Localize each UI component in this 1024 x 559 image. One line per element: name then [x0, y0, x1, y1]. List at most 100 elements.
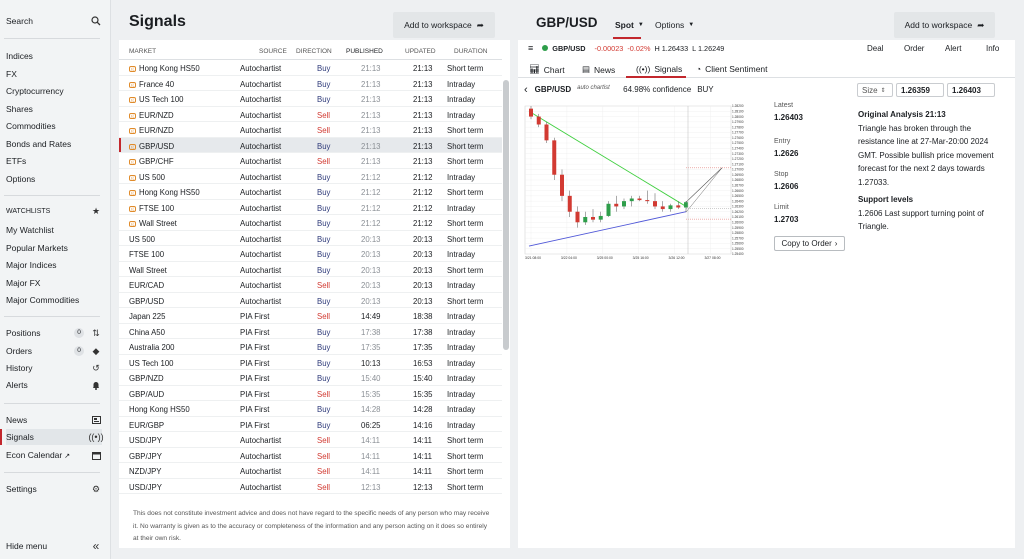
table-row[interactable]: ((EUR/NZD Autochartist Sell 21:13 21:13 Intra…: [119, 107, 502, 122]
table-row[interactable]: GBP/AUD PIA First Sell 15:35 15:35 Intraday: [119, 386, 502, 401]
tab-signals-label: Signals: [654, 64, 683, 74]
table-row[interactable]: US Tech 100 PIA First Buy 10:13 16:53 Intrada…: [119, 355, 502, 370]
tab-chart[interactable]: 📊︎ Chart: [529, 64, 565, 75]
watchlist-my-watchlist-label: My Watchlist: [6, 225, 54, 235]
tab-news[interactable]: ▤ News: [582, 64, 615, 75]
alert-button[interactable]: Alert: [945, 44, 962, 53]
tab-signals[interactable]: ((•)) Signals: [636, 64, 682, 74]
sidebar-item-cryptocurrency[interactable]: Cryptocurrency: [6, 83, 102, 99]
sidebar-item-signals[interactable]: Signals ((•)): [0, 429, 104, 445]
sidebar-item-alerts[interactable]: Alerts: [6, 377, 102, 393]
table-row[interactable]: Japan 225 PIA First Sell 14:49 18:38 Intraday: [119, 308, 502, 324]
watchlist-major-fx[interactable]: Major FX: [6, 275, 102, 291]
sidebar-item-settings[interactable]: Settings ⚙: [6, 481, 102, 497]
search-icon: [90, 16, 102, 26]
sidebar-item-history[interactable]: History ↺: [6, 360, 102, 376]
table-row[interactable]: EUR/GBP PIA First Buy 06:25 14:16 Intraday: [119, 417, 502, 432]
positions-label: Positions: [6, 328, 41, 338]
table-row[interactable]: China A50 PIA First Buy 17:38 17:38 Intraday: [119, 324, 502, 339]
size-input[interactable]: Size ⇕: [857, 83, 893, 97]
table-row[interactable]: Wall Street Autochartist Buy 20:13 20:13 Shor…: [119, 262, 502, 277]
sidebar-item-orders[interactable]: Orders 0 ◆: [6, 343, 102, 359]
table-row[interactable]: Hong Kong HS50 PIA First Buy 14:28 14:28 Intr…: [119, 401, 502, 417]
cell-updated-text: 20:13: [413, 296, 433, 306]
table-row[interactable]: US 500 Autochartist Buy 20:13 20:13 Short ter…: [119, 231, 502, 246]
deal-button[interactable]: Deal: [867, 44, 884, 53]
order-button[interactable]: Order: [904, 44, 925, 53]
cell-published: 14:49: [361, 312, 381, 321]
cell-updated: 14:11: [413, 452, 432, 461]
table-row[interactable]: ((FTSE 100 Autochartist Buy 21:12 21:12 Intra…: [119, 200, 502, 215]
search-button[interactable]: Search: [6, 13, 102, 29]
table-row[interactable]: GBP/NZD PIA First Buy 15:40 15:40 Intraday: [119, 370, 502, 386]
col-updated[interactable]: UPDATED: [405, 48, 436, 55]
sidebar-item-commodities[interactable]: Commodities: [6, 118, 102, 134]
sidebar-item-bonds-and-rates[interactable]: Bonds and Rates: [6, 136, 102, 152]
cell-direction-text: Buy: [317, 188, 331, 197]
table-row[interactable]: EUR/CAD Autochartist Sell 20:13 20:13 Intrada…: [119, 277, 502, 293]
options-dropdown[interactable]: Options ▼: [655, 20, 694, 30]
col-market[interactable]: MARKET: [129, 48, 157, 55]
star-icon[interactable]: ★: [91, 205, 101, 216]
sidebar-item-fx[interactable]: FX: [6, 66, 102, 82]
sidebar-item-positions[interactable]: Positions 0 ⇅: [6, 325, 102, 341]
table-row[interactable]: USD/JPY Autochartist Sell 12:13 12:13 Short t…: [119, 479, 502, 494]
table-row[interactable]: Australia 200 PIA First Buy 17:35 17:35 Intra…: [119, 339, 502, 355]
col-source[interactable]: SOURCE: [259, 48, 287, 55]
sidebar-item-shares[interactable]: Shares: [6, 101, 102, 117]
watchlist-major-commodities[interactable]: Major Commodities: [6, 292, 102, 308]
cell-direction: Sell: [317, 452, 330, 461]
cell-duration: Intraday: [447, 111, 475, 120]
table-row[interactable]: USD/JPY Autochartist Sell 14:11 14:11 Short t…: [119, 432, 502, 448]
col-direction[interactable]: DIRECTION: [296, 48, 332, 55]
sidebar-item-news[interactable]: News: [6, 412, 102, 428]
tab-news-label: News: [594, 64, 616, 75]
watchlist-major-indices[interactable]: Major Indices: [6, 257, 102, 273]
table-row[interactable]: ((US Tech 100 Autochartist Buy 21:13 21:13 In…: [119, 91, 502, 107]
info-button[interactable]: Info: [986, 44, 1000, 53]
table-row[interactable]: ((EUR/NZD Autochartist Sell 21:13 21:13 Short…: [119, 122, 502, 138]
cell-market: EUR/CAD: [129, 281, 164, 290]
table-row[interactable]: ((US 500 Autochartist Buy 21:12 21:12 Intrada…: [119, 169, 502, 184]
sidebar-item-etfs[interactable]: ETFs: [6, 153, 102, 169]
copy-to-order-button[interactable]: Copy to Order ›: [774, 236, 845, 251]
col-duration[interactable]: DURATION: [454, 48, 488, 55]
cell-updated-text: 21:13: [413, 64, 433, 73]
table-row[interactable]: ((Hong Kong HS50 Autochartist Buy 21:12 21:1…: [119, 184, 502, 200]
cell-duration: Short term: [447, 219, 483, 228]
table-row[interactable]: ((GBP/USD Autochartist Buy 21:13 21:13 Short …: [119, 137, 502, 153]
table-row[interactable]: ((Hong Kong HS50 Autochartist Buy 21:13 21:1…: [119, 60, 502, 76]
watchlist-my-watchlist[interactable]: My Watchlist: [6, 222, 102, 238]
table-row[interactable]: NZD/JPY Autochartist Sell 14:11 14:11 Short t…: [119, 463, 502, 479]
sidebar-item-indices[interactable]: Indices: [6, 48, 102, 64]
table-row[interactable]: ((France 40 Autochartist Buy 21:13 21:13 Intr…: [119, 76, 502, 91]
table-row[interactable]: ((GBP/CHF Autochartist Sell 21:13 21:13 Short…: [119, 153, 502, 169]
table-row[interactable]: GBP/JPY Autochartist Sell 14:11 14:11 Short t…: [119, 448, 502, 463]
detail-add-to-workspace-button[interactable]: Add to workspace ➦: [894, 12, 995, 38]
hamburger-icon[interactable]: ≡: [528, 43, 534, 53]
tab-client-sentiment[interactable]: ◔ Client Sentiment: [696, 64, 768, 74]
cell-duration-text: Intraday: [447, 250, 476, 259]
bid-price[interactable]: 1.26359: [896, 83, 944, 97]
candle: [684, 202, 688, 208]
cell-duration: Short term: [447, 188, 483, 197]
sidebar-item-econ-calendar[interactable]: Econ Calendar ↗: [6, 447, 102, 463]
table-row[interactable]: ((Wall Street Autochartist Buy 21:12 21:12 Sh…: [119, 215, 502, 231]
back-chevron-icon[interactable]: ‹: [524, 83, 528, 96]
spot-dropdown[interactable]: Spot ▼: [615, 20, 644, 30]
hide-menu-button[interactable]: Hide menu «: [6, 538, 102, 554]
table-row[interactable]: FTSE 100 Autochartist Buy 20:13 20:13 Intrada…: [119, 246, 502, 262]
col-published[interactable]: PUBLISHED: [346, 48, 383, 55]
cell-market: ((US 500: [129, 173, 165, 182]
watchlist-popular-markets[interactable]: Popular Markets: [6, 240, 102, 256]
ask-price[interactable]: 1.26403: [947, 83, 995, 97]
resistance-line: [528, 110, 687, 207]
sidebar-item-options[interactable]: Options: [6, 171, 102, 187]
scrollbar[interactable]: [503, 80, 509, 350]
chart-y-tick: 1.26600: [732, 189, 744, 193]
add-to-workspace-button[interactable]: Add to workspace ➦: [393, 12, 495, 38]
cell-updated: 20:13: [413, 297, 433, 306]
quote-low: L 1.26249: [692, 43, 725, 53]
table-row[interactable]: GBP/USD Autochartist Buy 20:13 20:13 Short te…: [119, 293, 502, 308]
